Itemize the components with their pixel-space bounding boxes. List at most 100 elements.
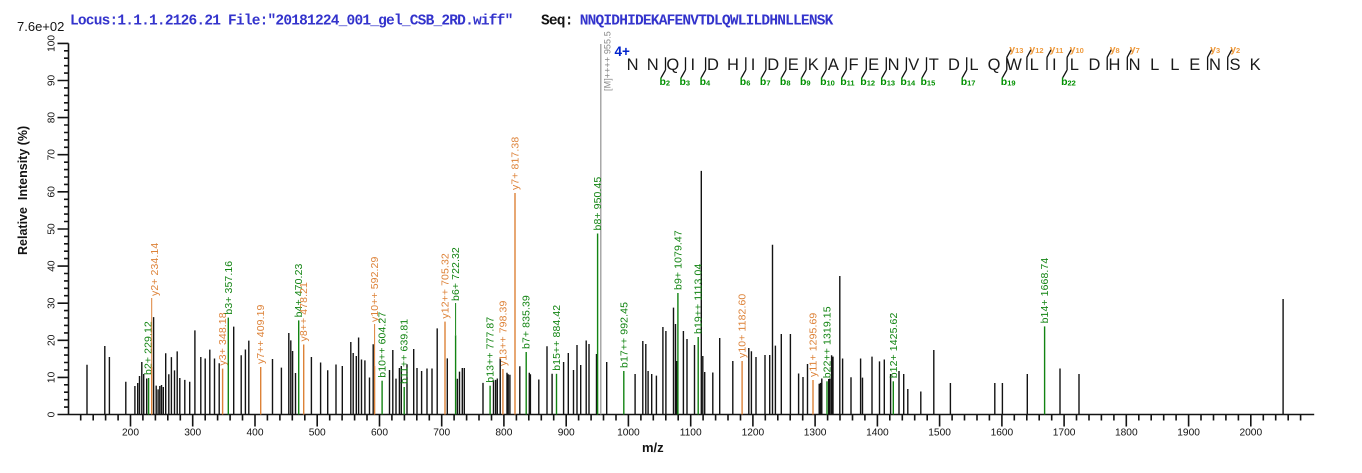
svg-text:y8: y8 <box>1110 43 1120 55</box>
svg-text:b12+ 1425.62: b12+ 1425.62 <box>888 313 900 379</box>
svg-text:m/z: m/z <box>642 440 664 455</box>
svg-text:1600: 1600 <box>991 428 1014 439</box>
svg-text:b19++ 1113.04: b19++ 1113.04 <box>693 264 705 334</box>
svg-text:1700: 1700 <box>1053 428 1076 439</box>
svg-text:800: 800 <box>495 428 512 439</box>
svg-text:b7: b7 <box>760 76 771 88</box>
svg-text:N: N <box>1209 56 1221 74</box>
svg-text:D: D <box>707 56 719 74</box>
svg-text:b22++ 1319.15: b22++ 1319.15 <box>822 306 834 378</box>
svg-text:W: W <box>1006 56 1022 74</box>
svg-text:E: E <box>868 56 879 74</box>
svg-text:D: D <box>948 56 960 74</box>
svg-text:60: 60 <box>47 186 58 198</box>
svg-text:[M]++++ 955.5: [M]++++ 955.5 <box>603 31 613 91</box>
svg-text:40: 40 <box>47 260 58 272</box>
svg-text:y3: y3 <box>1210 43 1220 55</box>
svg-text:y7++ 409.19: y7++ 409.19 <box>255 304 267 364</box>
svg-text:70: 70 <box>47 149 58 161</box>
svg-text:L: L <box>1030 56 1039 74</box>
svg-text:1800: 1800 <box>1115 428 1138 439</box>
svg-text:b11++ 639.81: b11++ 639.81 <box>399 319 411 384</box>
svg-text:y2+ 234.14: y2+ 234.14 <box>149 243 161 296</box>
svg-text:A: A <box>828 56 839 74</box>
svg-text:1500: 1500 <box>928 428 951 439</box>
svg-text:y10: y10 <box>1070 43 1084 55</box>
svg-text:1400: 1400 <box>866 428 889 439</box>
svg-text:b13++ 777.87: b13++ 777.87 <box>485 317 497 383</box>
svg-text:H: H <box>727 56 739 74</box>
svg-text:b3+ 357.16: b3+ 357.16 <box>223 261 235 315</box>
svg-text:30: 30 <box>47 297 58 309</box>
svg-text:D: D <box>1088 56 1100 74</box>
svg-text:1000: 1000 <box>617 428 640 439</box>
svg-text:100: 100 <box>47 35 58 52</box>
svg-text:H: H <box>1109 56 1121 74</box>
svg-text:y10+ 1182.60: y10+ 1182.60 <box>737 294 749 358</box>
svg-text:b10: b10 <box>820 76 835 88</box>
svg-text:K: K <box>1250 56 1261 74</box>
svg-text:b8: b8 <box>780 76 791 88</box>
svg-text:D: D <box>767 56 779 74</box>
svg-text:y13++ 798.39: y13++ 798.39 <box>497 301 509 366</box>
svg-text:b7+ 835.39: b7+ 835.39 <box>521 295 533 349</box>
svg-text:L: L <box>1070 56 1079 74</box>
svg-text:b22: b22 <box>1061 76 1076 88</box>
svg-text:b12: b12 <box>860 76 875 88</box>
svg-text:b4: b4 <box>700 76 711 88</box>
svg-text:b2: b2 <box>660 76 671 88</box>
svg-text:b4+ 470.23: b4+ 470.23 <box>293 263 305 317</box>
svg-text:V: V <box>908 56 919 74</box>
svg-text:80: 80 <box>47 112 58 124</box>
svg-text:7.6e+02: 7.6e+02 <box>17 19 64 34</box>
svg-text:L: L <box>1150 56 1159 74</box>
svg-text:y11+ 1295.69: y11+ 1295.69 <box>808 313 820 377</box>
svg-text:Seq:: Seq: <box>541 14 573 30</box>
svg-text:90: 90 <box>47 75 58 87</box>
svg-text:F: F <box>848 56 858 74</box>
svg-text:b3: b3 <box>680 76 691 88</box>
svg-text:b15: b15 <box>921 76 936 88</box>
svg-text:b13: b13 <box>880 76 895 88</box>
svg-text:700: 700 <box>433 428 450 439</box>
svg-text:b8+ 950.45: b8+ 950.45 <box>592 177 604 231</box>
svg-text:b15++ 884.42: b15++ 884.42 <box>551 305 563 371</box>
svg-text:I: I <box>691 56 696 74</box>
svg-text:Locus:1.1.1.2126.21 File:"2018: Locus:1.1.1.2126.21 File:"20181224_001_g… <box>70 14 512 30</box>
svg-text:Q: Q <box>988 56 1001 74</box>
svg-text:b9: b9 <box>800 76 811 88</box>
svg-text:N: N <box>1129 56 1141 74</box>
svg-text:y10++ 592.29: y10++ 592.29 <box>369 257 381 322</box>
svg-text:y2: y2 <box>1230 43 1240 55</box>
svg-text:S: S <box>1229 56 1240 74</box>
svg-text:L: L <box>969 56 978 74</box>
svg-text:b6+ 722.32: b6+ 722.32 <box>450 247 462 301</box>
svg-text:E: E <box>788 56 799 74</box>
svg-text:b2+ 229.12: b2+ 229.12 <box>143 321 155 375</box>
svg-text:I: I <box>1052 56 1057 74</box>
svg-text:1300: 1300 <box>804 428 827 439</box>
svg-text:2000: 2000 <box>1239 428 1262 439</box>
svg-text:b17: b17 <box>961 76 976 88</box>
svg-text:20: 20 <box>47 334 58 346</box>
svg-text:300: 300 <box>184 428 201 439</box>
svg-text:b9+ 1079.47: b9+ 1079.47 <box>672 230 684 290</box>
svg-text:0: 0 <box>47 411 58 417</box>
svg-text:y12: y12 <box>1029 43 1043 55</box>
svg-text:b10++ 604.27: b10++ 604.27 <box>377 312 389 378</box>
svg-text:y3+ 348.18: y3+ 348.18 <box>217 312 229 365</box>
svg-text:50: 50 <box>47 223 58 235</box>
svg-text:N: N <box>888 56 900 74</box>
svg-text:1100: 1100 <box>680 428 702 439</box>
svg-text:NNQIDHIDEKAFENVTDLQWLILDHNLLEN: NNQIDHIDEKAFENVTDLQWLILDHNLLENSK <box>580 14 834 30</box>
svg-text:b17++ 992.45: b17++ 992.45 <box>618 302 630 368</box>
svg-text:b19: b19 <box>1001 76 1016 88</box>
svg-text:1200: 1200 <box>742 428 765 439</box>
svg-text:b14+ 1668.74: b14+ 1668.74 <box>1039 258 1051 324</box>
svg-text:T: T <box>929 56 939 74</box>
svg-text:200: 200 <box>122 428 139 439</box>
svg-text:L: L <box>1170 56 1179 74</box>
svg-text:y7: y7 <box>1130 43 1140 55</box>
svg-text:b6: b6 <box>740 76 751 88</box>
svg-text:N: N <box>647 56 659 74</box>
